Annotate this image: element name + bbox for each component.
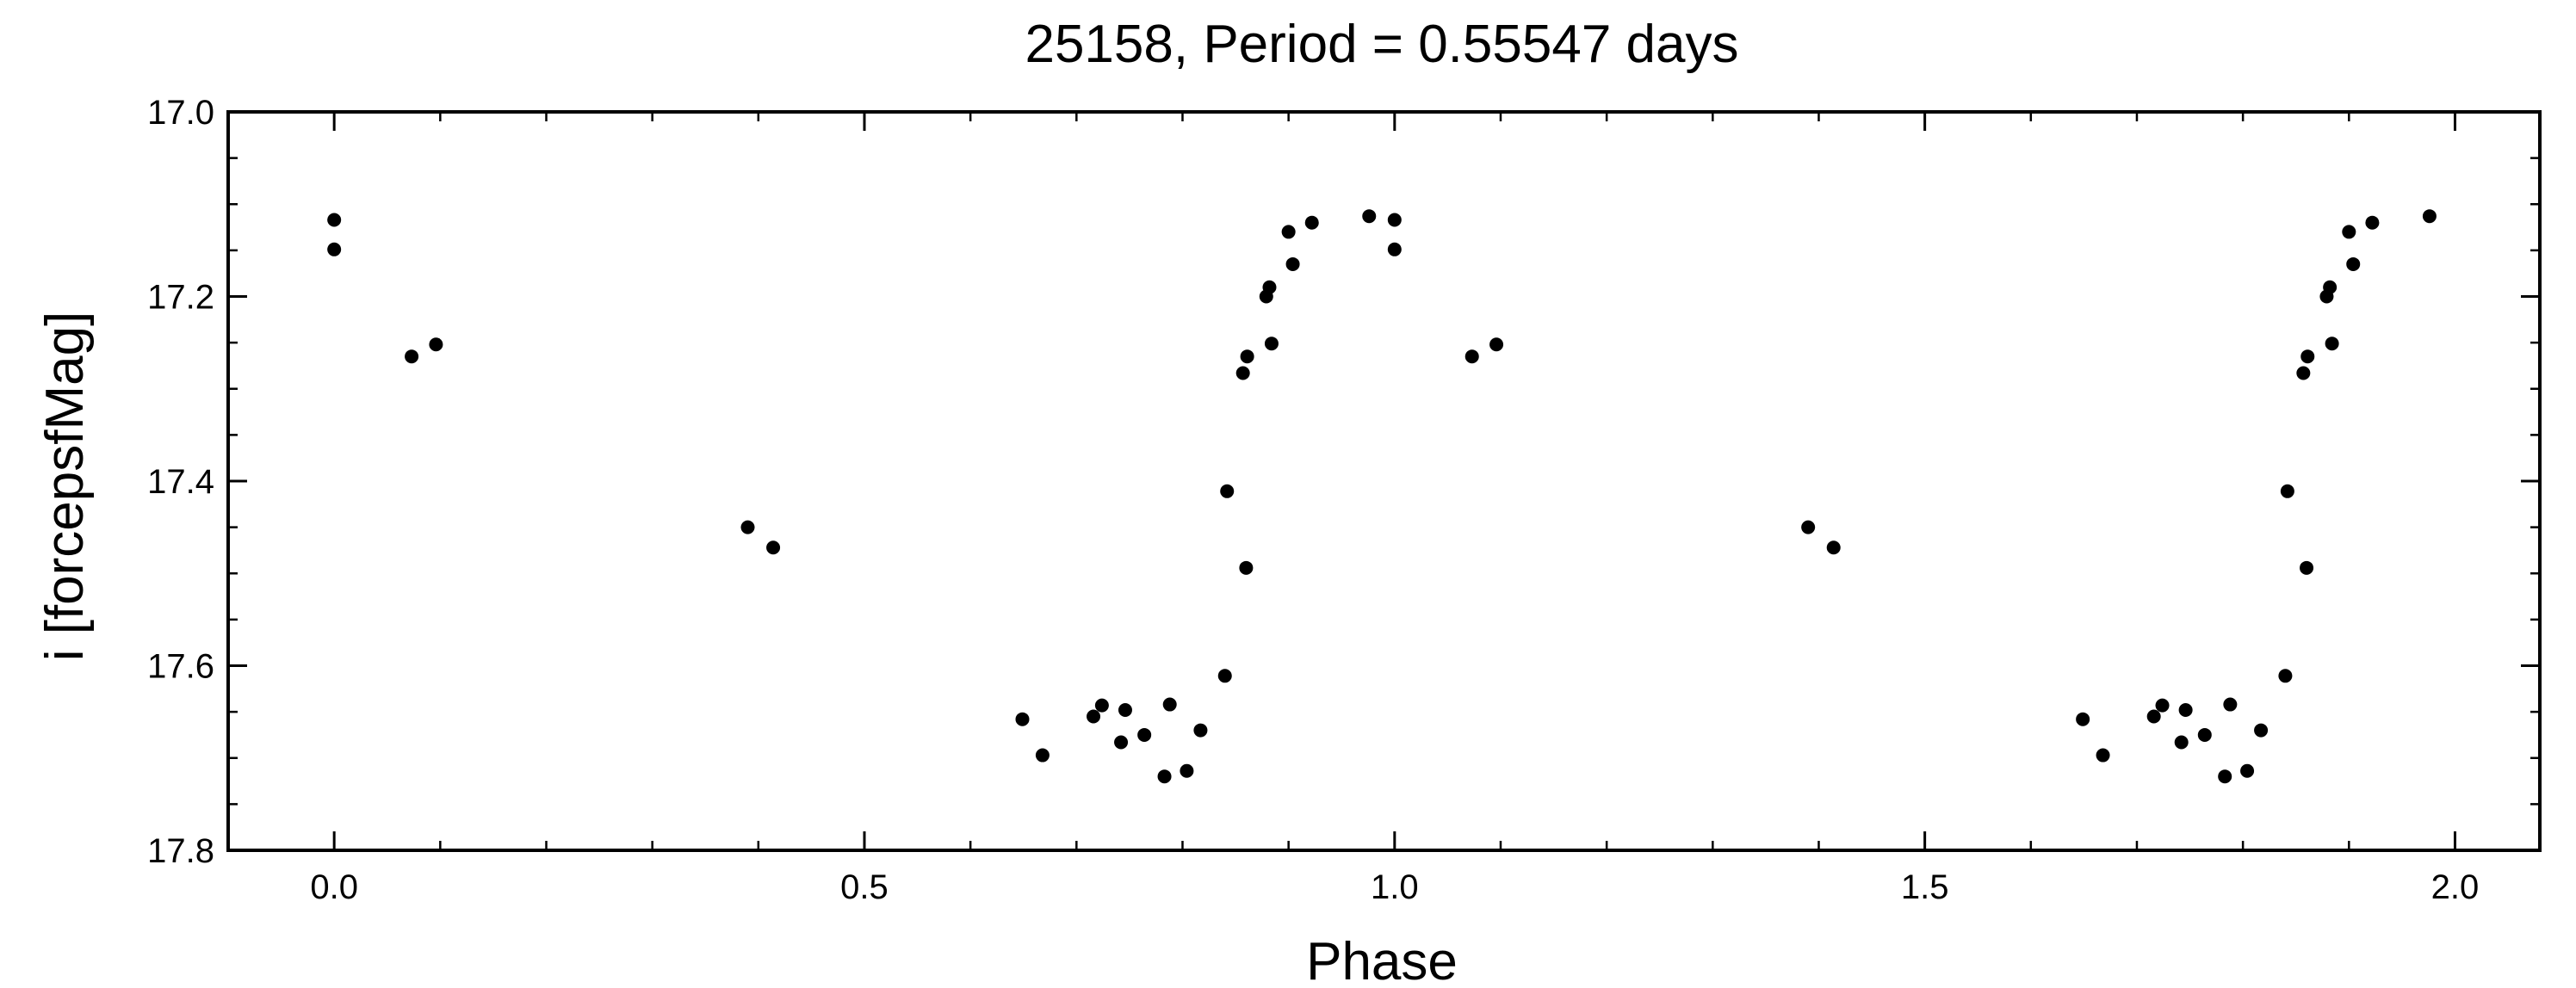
data-point: [2342, 225, 2356, 239]
data-point: [1304, 215, 1319, 230]
data-point: [1157, 769, 1172, 784]
data-point: [2422, 209, 2437, 224]
data-point: [2240, 763, 2255, 778]
data-point: [2323, 280, 2338, 294]
data-point: [1137, 727, 1152, 742]
data-point: [1087, 709, 1101, 724]
data-point: [1114, 735, 1129, 750]
data-point: [2218, 769, 2232, 784]
data-point: [2280, 484, 2294, 498]
data-point: [2096, 748, 2110, 763]
data-point: [1387, 213, 1402, 227]
data-point: [2300, 560, 2314, 575]
data-point: [1180, 763, 1194, 778]
data-point: [1015, 712, 1030, 726]
data-point: [1387, 242, 1402, 256]
x-tick-label: 1.5: [1901, 868, 1949, 906]
x-tick-label: 1.0: [1371, 868, 1419, 906]
data-point: [1489, 337, 1504, 352]
data-point: [1464, 349, 1479, 364]
data-point: [766, 540, 781, 555]
data-point: [1264, 337, 1279, 351]
data-point: [2146, 709, 2161, 724]
plot-frame: [226, 110, 2542, 852]
x-tick-label: 0.5: [840, 868, 889, 906]
data-point: [2197, 727, 2212, 742]
data-point: [2325, 337, 2339, 351]
y-tick-label: 17.8: [147, 832, 214, 870]
data-point: [327, 242, 342, 256]
data-point: [2254, 723, 2269, 738]
y-tick-label: 17.6: [147, 648, 214, 686]
data-point: [1801, 520, 1816, 534]
x-axis-label: Phase: [1306, 932, 1458, 984]
y-tick-label: 17.0: [147, 94, 214, 132]
data-point: [1826, 540, 1841, 555]
axis-ticks: 0.0 0.5 1.0 1.5 2.0 17.0 17.2 17.4 17.6 17.8: [147, 94, 2540, 906]
y-axis-label: i [forcepsfMag]: [35, 312, 95, 662]
data-point: [1262, 280, 1277, 294]
data-point: [2300, 349, 2315, 364]
data-point: [2346, 256, 2361, 271]
data-points: [327, 209, 2437, 784]
data-point: [2278, 669, 2293, 683]
data-point: [2223, 697, 2238, 712]
data-point: [2155, 698, 2170, 713]
data-point: [2174, 735, 2189, 750]
data-point: [1285, 256, 1300, 271]
data-point: [1118, 702, 1132, 717]
data-point: [1240, 349, 1254, 364]
data-point: [1217, 669, 1232, 683]
data-point: [740, 520, 755, 534]
data-point: [2296, 366, 2311, 380]
data-point: [1035, 748, 1050, 763]
data-point: [1239, 560, 1254, 575]
data-point: [1162, 697, 1177, 712]
y-tick-label: 17.2: [147, 279, 214, 317]
data-point: [405, 349, 419, 364]
chart-title: 25158, Period = 0.55547 days: [1025, 15, 1738, 74]
data-point: [1281, 225, 1296, 239]
data-point: [327, 213, 342, 227]
data-point: [1193, 723, 1208, 738]
data-point: [1094, 698, 1109, 713]
data-point: [2076, 712, 2090, 726]
data-point: [1235, 366, 1250, 380]
data-point: [1220, 484, 1235, 498]
data-point: [2178, 702, 2193, 717]
y-tick-label: 17.4: [147, 463, 214, 501]
data-point: [2365, 215, 2380, 230]
data-point: [429, 337, 443, 352]
x-tick-label: 0.0: [310, 868, 358, 906]
x-tick-label: 2.0: [2431, 868, 2480, 906]
data-point: [1362, 209, 1377, 224]
